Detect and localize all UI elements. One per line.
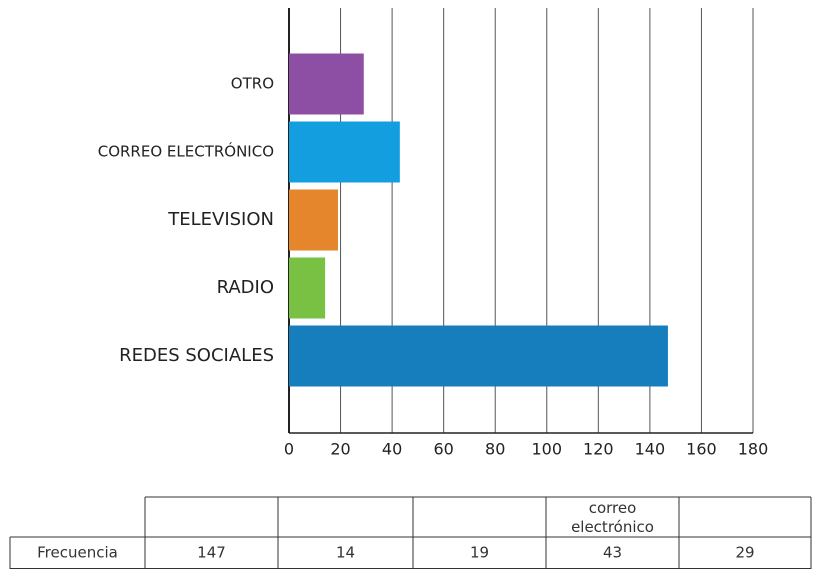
bar (289, 257, 326, 319)
y-tick-label: RADIO (217, 277, 274, 298)
plot: 0 20 40 60 80 100 120 140 160 180 REDES SOCIALES RA… (98, 8, 769, 459)
y-tick-label: TELEVISION (167, 209, 274, 230)
x-tick-label: 160 (686, 440, 717, 459)
bar (289, 121, 400, 183)
bar (289, 189, 338, 251)
x-tick-label: 120 (583, 440, 614, 459)
y-tick-label: OTRO (231, 75, 274, 93)
x-tick-label: 20 (330, 440, 350, 459)
y-tick-label: REDES SOCIALES (119, 345, 274, 366)
x-tick-label: 60 (433, 440, 453, 459)
bar (289, 53, 364, 115)
table-value: 19 (470, 544, 489, 562)
table-value: 147 (197, 544, 226, 562)
bar (289, 325, 668, 387)
x-tick-label: 40 (382, 440, 402, 459)
x-tick-label: 0 (284, 440, 294, 459)
x-tick-label: 140 (635, 440, 666, 459)
table-value: 29 (735, 544, 754, 562)
row-label: Frecuencia (37, 544, 118, 562)
column-header: correo electrónico (571, 499, 654, 536)
x-tick-label: 100 (532, 440, 563, 459)
table-value: 14 (336, 544, 355, 562)
data-table: Frecuencia 147 14 19 correo electrónico 43 29 (9, 496, 812, 569)
y-tick-label: CORREO ELECTRÓNICO (98, 142, 274, 161)
x-tick-label: 180 (738, 440, 769, 459)
x-tick-label: 80 (485, 440, 505, 459)
table-value: 43 (603, 544, 622, 562)
